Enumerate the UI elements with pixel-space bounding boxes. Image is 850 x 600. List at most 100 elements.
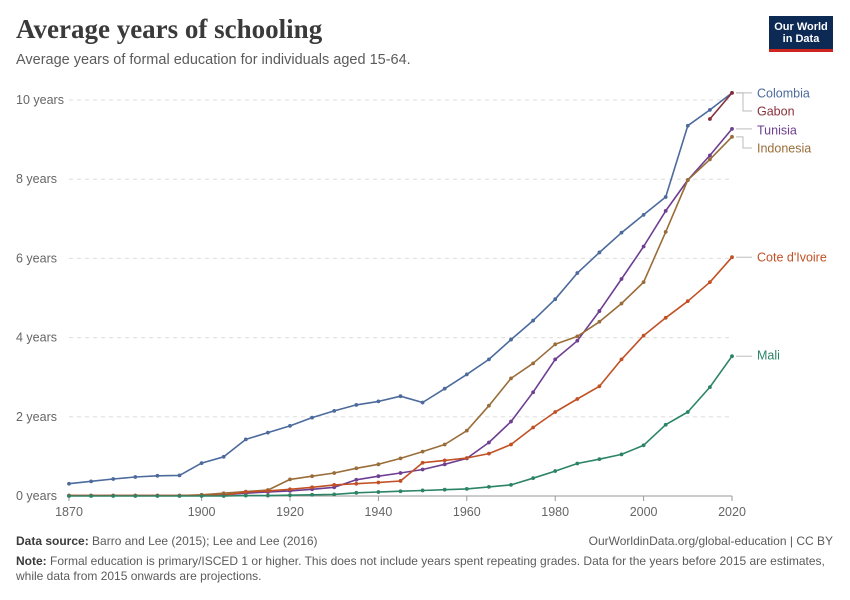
- data-point: [708, 108, 712, 112]
- series-line: [68, 92, 733, 485]
- data-point: [553, 297, 558, 302]
- data-point: [553, 342, 558, 347]
- data-point: [354, 477, 359, 482]
- data-point: [487, 440, 491, 445]
- data-point: [177, 494, 182, 498]
- data-point: [398, 456, 403, 461]
- data-point: [221, 494, 226, 498]
- data-point: [641, 212, 646, 217]
- data-point: [199, 494, 204, 498]
- data-point: [398, 489, 403, 494]
- data-point: [332, 492, 337, 497]
- data-point: [155, 473, 160, 478]
- data-point: [509, 483, 513, 487]
- data-point: [487, 484, 491, 489]
- label-connector: [736, 92, 752, 112]
- series-label: Cote d'Ivoire: [757, 251, 827, 265]
- data-point: [111, 494, 116, 498]
- data-point: [464, 372, 469, 377]
- data-point: [310, 492, 314, 497]
- data-point: [553, 469, 558, 473]
- data-point: [442, 458, 447, 463]
- data-point: [575, 338, 580, 343]
- data-point: [663, 315, 668, 320]
- data-point: [221, 454, 226, 459]
- data-point: [133, 494, 138, 498]
- x-tick-label: 1920: [276, 505, 304, 519]
- logo-line-2: in Data: [782, 33, 820, 45]
- data-point: [619, 357, 624, 362]
- data-point: [376, 490, 381, 494]
- data-point: [111, 477, 116, 481]
- data-point: [266, 488, 270, 493]
- data-point: [641, 333, 646, 338]
- credit-link[interactable]: OurWorldinData.org/global-education | CC…: [588, 534, 833, 548]
- data-source: Data source: Barro and Lee (2015); Lee a…: [16, 534, 318, 548]
- data-point: [420, 449, 425, 454]
- x-tick-label: 1870: [55, 505, 83, 519]
- data-point: [509, 442, 513, 447]
- series-label: Colombia: [757, 87, 810, 101]
- data-point: [464, 428, 469, 433]
- data-point: [619, 277, 624, 281]
- data-point: [420, 460, 425, 465]
- data-point: [597, 309, 602, 313]
- data-point: [708, 157, 712, 162]
- data-point: [708, 153, 712, 158]
- data-point: [354, 490, 359, 495]
- data-point: [575, 271, 580, 275]
- y-tick-label: 8 years: [16, 172, 57, 186]
- x-tick-label: 1900: [188, 505, 216, 519]
- y-tick-label: 2 years: [16, 410, 57, 424]
- data-point: [288, 493, 292, 498]
- data-point: [89, 479, 93, 484]
- series-label: Mali: [757, 349, 780, 363]
- data-point: [288, 424, 292, 428]
- data-point: [553, 357, 558, 362]
- data-point: [619, 452, 624, 457]
- data-point: [708, 117, 712, 121]
- data-point: [376, 462, 381, 467]
- data-point: [641, 244, 646, 249]
- y-tick-label: 10 years: [16, 93, 64, 107]
- note-label: Note:: [16, 554, 47, 568]
- data-point: [619, 301, 624, 306]
- data-point: [420, 467, 425, 472]
- data-point: [575, 461, 580, 466]
- x-tick-label: 1940: [364, 505, 392, 519]
- data-point: [730, 90, 734, 95]
- data-point: [597, 457, 602, 462]
- owid-logo[interactable]: Our World in Data: [769, 16, 833, 52]
- series-label: Gabon: [757, 105, 795, 119]
- x-tick-label: 2020: [718, 505, 746, 519]
- data-point: [531, 390, 535, 395]
- logo-accent-bar: [769, 49, 833, 52]
- y-tick-label: 4 years: [16, 331, 57, 345]
- data-point: [708, 280, 712, 285]
- data-point: [663, 422, 668, 427]
- series-label: Indonesia: [757, 142, 811, 156]
- data-point: [177, 473, 182, 478]
- data-point: [398, 394, 403, 399]
- data-point: [730, 255, 734, 260]
- data-point: [575, 334, 580, 339]
- data-point: [376, 399, 381, 404]
- series-line: [69, 128, 733, 497]
- data-point: [266, 430, 270, 435]
- series-line: [69, 136, 733, 497]
- data-point: [442, 442, 447, 447]
- data-point: [67, 494, 71, 498]
- series-line: [709, 92, 733, 120]
- data-point: [243, 437, 248, 442]
- data-point: [531, 318, 535, 323]
- data-point: [730, 127, 734, 131]
- data-point: [685, 178, 690, 182]
- x-tick-label: 1980: [541, 505, 569, 519]
- data-point: [310, 415, 314, 420]
- data-point: [509, 337, 513, 342]
- data-point: [531, 361, 535, 366]
- data-point: [442, 487, 447, 492]
- data-point: [553, 410, 558, 414]
- data-point: [442, 386, 447, 391]
- data-point: [509, 419, 513, 424]
